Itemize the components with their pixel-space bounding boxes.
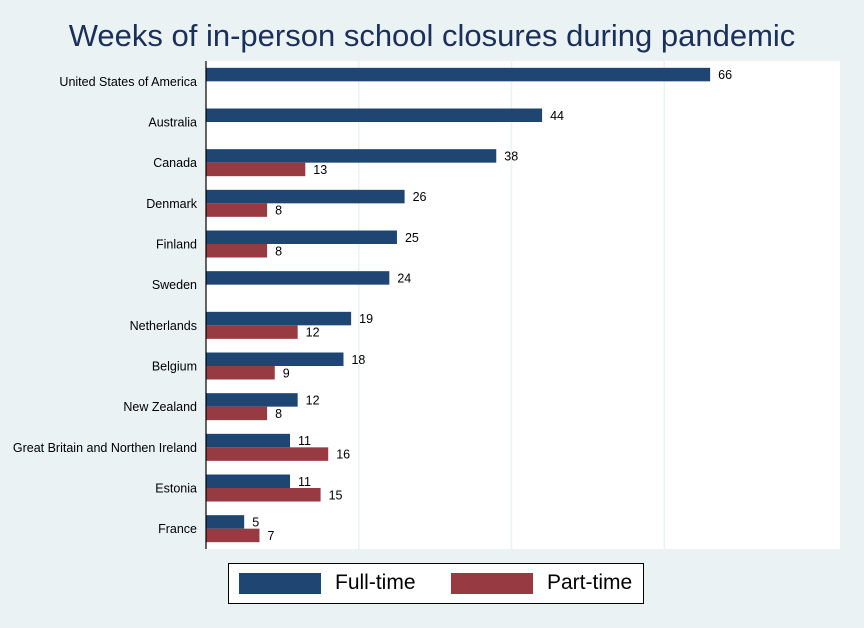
bar-full-time — [206, 352, 344, 366]
legend-label-part-time: Part-time — [547, 571, 633, 594]
bar-part-time — [206, 244, 268, 258]
bar-part-time — [206, 325, 298, 339]
bar-part-time — [206, 488, 321, 502]
data-label: 38 — [504, 149, 518, 163]
grid-lines — [358, 61, 666, 549]
bar-part-time — [206, 203, 268, 217]
legend-item-part-time: Part-time — [451, 571, 633, 594]
bar-part-time — [206, 406, 268, 421]
bar-full-time — [206, 189, 405, 204]
data-label: 19 — [359, 312, 373, 326]
bar-full-time — [206, 515, 245, 529]
category-label: Finland — [156, 238, 197, 252]
data-label: 7 — [267, 529, 274, 543]
data-label: 24 — [397, 271, 411, 285]
category-label: Belgium — [152, 360, 197, 374]
data-label: 66 — [718, 68, 732, 82]
data-label: 18 — [351, 353, 365, 367]
bar-part-time — [206, 447, 329, 461]
category-label: Denmark — [146, 197, 197, 211]
data-label: 11 — [298, 434, 311, 448]
bar-full-time — [206, 108, 543, 122]
data-labels: 66 44 38 13 26 8 25 8 24 19 12 18 9 12 8 11 16 11 15 57 — [252, 68, 732, 543]
data-label: 11 — [298, 475, 311, 489]
legend-label-full-time: Full-time — [335, 571, 416, 594]
category-label: Great Britain and Northen Ireland — [13, 441, 197, 455]
legend-swatch-part-time — [451, 572, 533, 594]
bar-full-time — [206, 271, 390, 285]
bar-full-time — [206, 230, 397, 244]
bar-full-time — [206, 311, 352, 326]
data-label: 12 — [306, 393, 320, 407]
bar-full-time — [206, 433, 291, 448]
bars — [206, 67, 711, 543]
data-label: 8 — [275, 244, 282, 258]
data-label: 9 — [283, 366, 290, 380]
data-label: 13 — [313, 163, 327, 177]
category-label: France — [158, 522, 197, 536]
bar-full-time — [206, 474, 291, 488]
legend: Full-time Part-time — [228, 563, 644, 604]
data-label: 8 — [275, 407, 282, 421]
bar-full-time — [206, 393, 298, 407]
category-label: Estonia — [155, 482, 197, 496]
category-label: Australia — [148, 116, 197, 130]
bar-part-time — [206, 162, 306, 177]
data-label: 15 — [329, 488, 343, 502]
data-label: 5 — [252, 515, 259, 529]
bar-full-time — [206, 149, 497, 163]
bar-part-time — [206, 528, 260, 543]
data-label: 12 — [306, 326, 320, 340]
chart-title: Weeks of in-person school closures durin… — [68, 18, 796, 53]
plot-area — [206, 61, 840, 549]
category-label: New Zealand — [123, 400, 197, 414]
data-label: 8 — [275, 204, 282, 218]
category-label: United States of America — [59, 75, 197, 89]
data-label: 26 — [413, 190, 427, 204]
category-label: Sweden — [152, 278, 197, 292]
category-label: Netherlands — [130, 319, 197, 333]
category-label: Canada — [153, 156, 197, 170]
data-label: 25 — [405, 231, 419, 245]
bar-full-time — [206, 67, 711, 82]
bar-part-time — [206, 366, 275, 380]
data-label: 44 — [550, 109, 564, 123]
legend-swatch-full-time — [239, 572, 321, 594]
data-label: 16 — [336, 448, 350, 462]
legend-item-full-time: Full-time — [239, 571, 416, 594]
category-labels: United States of America Australia Canada D… — [13, 75, 198, 536]
